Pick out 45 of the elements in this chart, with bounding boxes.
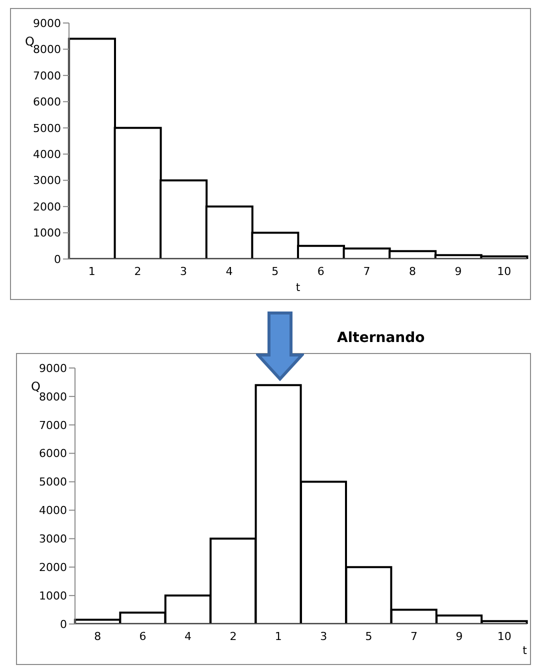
y-tick-label: 1000 <box>39 589 67 602</box>
y-tick-label: 9000 <box>39 362 67 375</box>
x-tick-label: 7 <box>363 264 370 278</box>
x-axis-title: t <box>522 644 528 657</box>
y-tick-label: 2000 <box>39 561 67 574</box>
y-tick-label: 6000 <box>33 96 61 109</box>
x-tick-label: 3 <box>180 264 187 278</box>
x-tick-label: 9 <box>454 264 462 278</box>
y-axis-title: Q <box>25 34 34 49</box>
x-tick-label: 1 <box>88 264 96 278</box>
y-tick-label: 9000 <box>33 16 61 30</box>
x-tick-label: 3 <box>320 630 328 643</box>
y-tick-label: 7000 <box>39 418 67 432</box>
x-tick-label: 2 <box>230 630 237 643</box>
y-tick-label: 0 <box>54 252 61 266</box>
y-tick-label: 5000 <box>39 476 67 489</box>
x-tick-label: 10 <box>497 630 512 643</box>
y-tick-label: 5000 <box>33 122 61 135</box>
x-tick-label: 6 <box>139 630 146 643</box>
y-tick-label: 2000 <box>33 200 61 214</box>
y-tick-label: 4000 <box>39 504 67 518</box>
x-tick-label: 10 <box>497 264 512 278</box>
y-tick-label: 4000 <box>33 148 61 162</box>
y-tick-label: 0 <box>60 618 67 631</box>
y-tick-label: 6000 <box>39 447 67 460</box>
x-tick-label: 4 <box>184 630 192 643</box>
y-tick-label: 3000 <box>33 174 61 188</box>
x-tick-label: 8 <box>94 630 102 643</box>
x-tick-label: 1 <box>274 630 282 643</box>
y-tick-label: 8000 <box>39 390 67 404</box>
x-tick-label: 7 <box>410 630 418 643</box>
x-tick-label: 5 <box>272 264 279 278</box>
x-tick-label: 2 <box>134 264 142 278</box>
x-tick-label: 4 <box>226 264 233 278</box>
x-tick-label: 5 <box>365 630 372 643</box>
y-tick-label: 8000 <box>33 43 61 56</box>
chart-title: Alternando <box>337 330 425 346</box>
x-axis-title: t <box>296 281 301 294</box>
x-tick-label: 6 <box>317 264 324 278</box>
x-tick-label: 8 <box>409 264 416 278</box>
y-tick-label: 1000 <box>33 226 61 240</box>
y-tick-label: 7000 <box>33 69 61 82</box>
y-axis-title: Q <box>31 380 40 394</box>
y-tick-label: 3000 <box>39 532 67 546</box>
x-tick-label: 9 <box>456 630 463 643</box>
